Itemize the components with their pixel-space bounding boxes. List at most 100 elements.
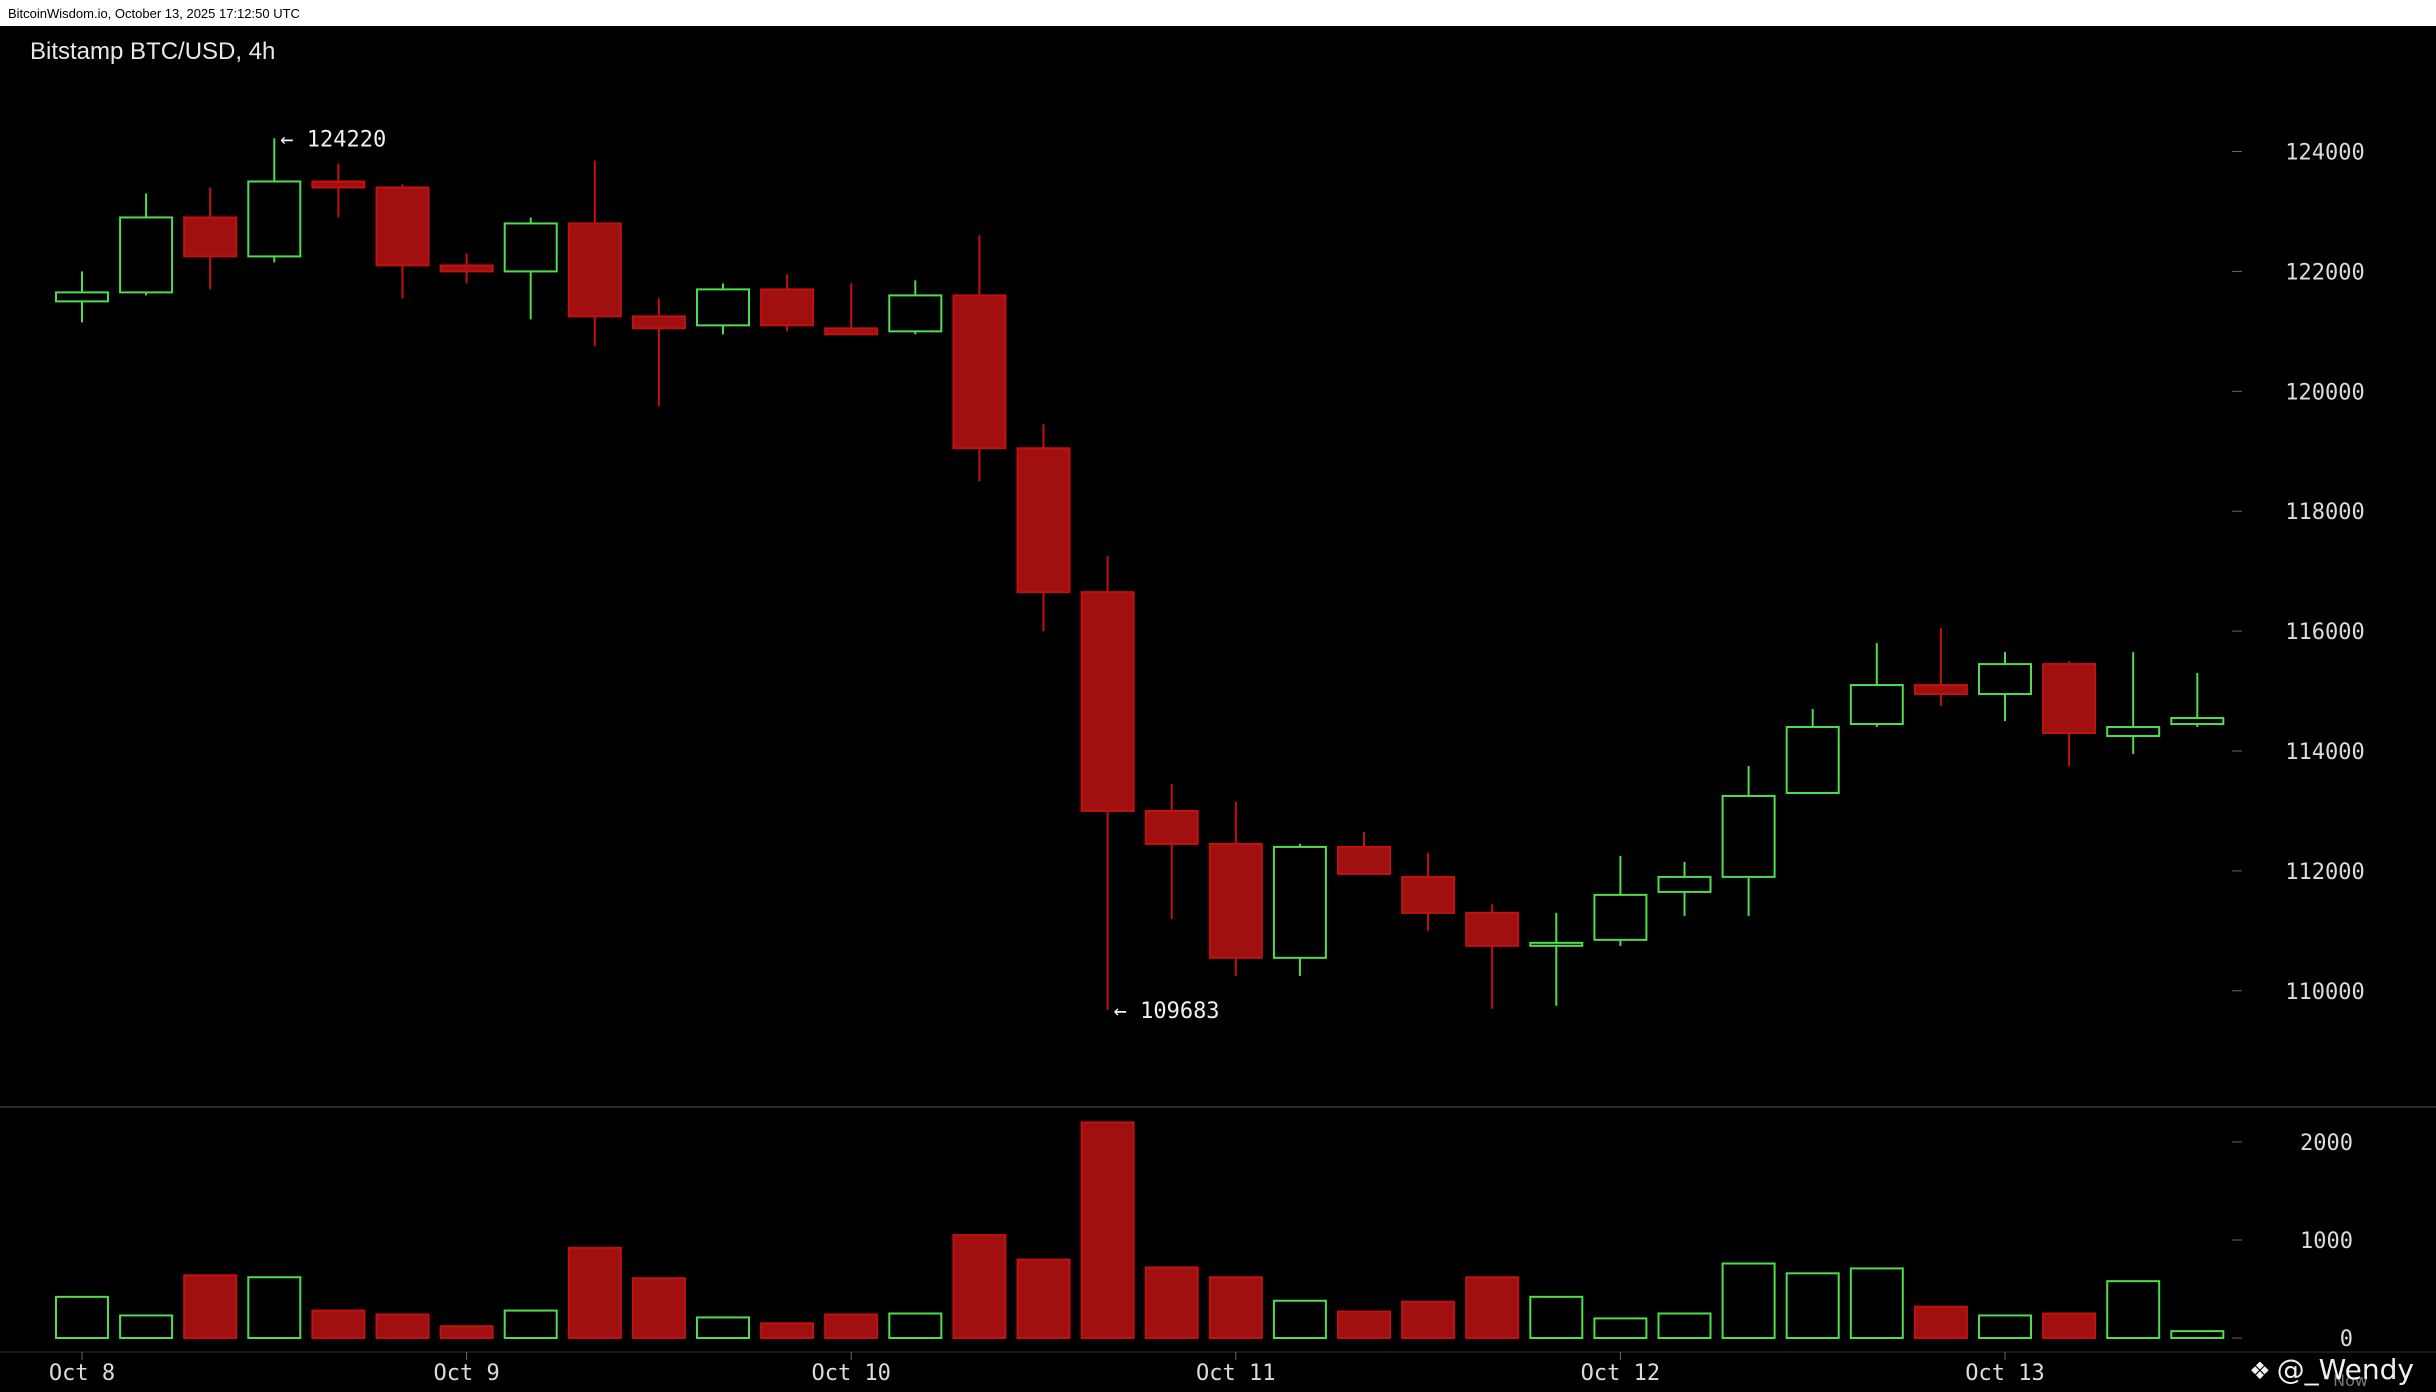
- volume-bar-11: [760, 1322, 815, 1340]
- candle-body: [1016, 447, 1071, 594]
- volume-bar-0: [55, 1295, 109, 1339]
- candle-21: [1401, 852, 1456, 931]
- volume-bar-26: [1721, 1262, 1776, 1340]
- chart-title: Bitstamp BTC/USD, 4h: [30, 38, 276, 65]
- candle-body: [1337, 845, 1391, 875]
- volume-bar-13: [888, 1312, 943, 1339]
- candle-19: [1272, 843, 1327, 976]
- candle-body: [1272, 845, 1327, 959]
- watermark-handle: @_Wendy: [2276, 1353, 2414, 1386]
- volume-bar-10: [696, 1316, 750, 1340]
- now-label: Now: [2333, 1371, 2368, 1390]
- volume-bar-24: [1593, 1317, 1648, 1340]
- candle-33: [2170, 673, 2225, 728]
- candle-body: [1593, 893, 1648, 941]
- candle-14: [952, 235, 1007, 482]
- source-bar: BitcoinWisdom.io, October 13, 2025 17:12…: [0, 0, 2436, 26]
- candle-body: [1401, 875, 1456, 914]
- volume-bar-25: [1657, 1312, 1712, 1339]
- candle-15: [1016, 424, 1071, 632]
- volume-bar-23: [1529, 1295, 1584, 1339]
- volume-bar-9: [631, 1277, 686, 1339]
- x-tick-label: Oct 11: [1196, 1361, 1275, 1386]
- candle-25: [1657, 861, 1712, 916]
- candle-20: [1337, 831, 1391, 875]
- x-tick-label: Oct 13: [1965, 1361, 2044, 1386]
- candle-1: [119, 193, 174, 296]
- candle-body: [439, 264, 494, 273]
- candle-18: [1208, 801, 1263, 976]
- candle-32: [2106, 652, 2161, 754]
- price-tick-label: 114000: [2285, 740, 2364, 765]
- watermark: ❖ @_Wendy: [2249, 1353, 2414, 1386]
- candle-26: [1721, 765, 1776, 916]
- volume-bar-31: [2042, 1312, 2097, 1339]
- volume-bar-15: [1016, 1258, 1071, 1339]
- candle-body: [696, 288, 750, 327]
- volume-bar-2: [183, 1274, 238, 1340]
- candle-body: [1529, 941, 1584, 947]
- candle-body: [2106, 726, 2161, 738]
- candle-0: [55, 271, 109, 323]
- candle-body: [1080, 591, 1135, 812]
- volume-bar-20: [1337, 1310, 1391, 1340]
- volume-tick-label: 0: [2340, 1327, 2353, 1352]
- price-tick-label: 112000: [2285, 860, 2364, 885]
- volume-bar-17: [1144, 1266, 1199, 1339]
- candle-body: [631, 315, 686, 330]
- candle-27: [1785, 709, 1840, 794]
- volume-bar-18: [1208, 1276, 1263, 1339]
- candle-body: [1721, 794, 1776, 878]
- extreme-annotation: ← 124220: [280, 127, 386, 152]
- candle-body: [1208, 842, 1263, 959]
- candle-body: [119, 216, 174, 294]
- price-tick-label: 118000: [2285, 500, 2364, 525]
- candle-body: [247, 180, 302, 258]
- candle-12: [824, 283, 879, 336]
- candle-body: [1978, 663, 2032, 696]
- candle-13: [888, 280, 943, 335]
- candle-4: [311, 163, 366, 218]
- candle-body: [311, 180, 366, 189]
- volume-bar-22: [1465, 1276, 1520, 1339]
- volume-bar-21: [1401, 1300, 1456, 1339]
- candle-7: [503, 217, 558, 320]
- extreme-annotation: ← 109683: [1114, 999, 1220, 1024]
- volume-bar-32: [2106, 1280, 2161, 1340]
- candle-body: [503, 222, 558, 273]
- candle-body: [1657, 875, 1712, 893]
- candle-body: [888, 294, 943, 333]
- candle-body: [55, 291, 109, 303]
- candle-10: [696, 283, 750, 335]
- candle-23: [1529, 912, 1584, 1006]
- source-text: BitcoinWisdom.io, October 13, 2025 17:12…: [8, 6, 300, 21]
- volume-bar-4: [311, 1309, 366, 1340]
- candle-body: [183, 216, 238, 258]
- volume-bar-29: [1913, 1305, 1968, 1340]
- x-tick-label: Oct 10: [811, 1361, 890, 1386]
- candle-5: [375, 184, 430, 299]
- volume-bar-19: [1272, 1299, 1327, 1340]
- volume-bar-27: [1785, 1272, 1840, 1339]
- candle-body: [2042, 663, 2097, 735]
- price-tick-label: 110000: [2285, 980, 2364, 1005]
- candle-body: [824, 327, 879, 336]
- price-tick-label: 122000: [2285, 260, 2364, 285]
- candle-3: [247, 138, 302, 263]
- candle-28: [1849, 643, 1904, 728]
- x-tick-label: Oct 9: [433, 1361, 499, 1386]
- candle-16: [1080, 556, 1135, 1010]
- candle-body: [1849, 684, 1904, 726]
- candle-24: [1593, 855, 1648, 946]
- x-tick-label: Oct 8: [49, 1361, 115, 1386]
- candle-6: [439, 253, 494, 284]
- volume-bar-16: [1080, 1121, 1135, 1340]
- candle-body: [2170, 717, 2225, 726]
- candle-body: [375, 186, 430, 267]
- volume-tick-label: 2000: [2300, 1131, 2353, 1156]
- candle-29: [1913, 628, 1968, 707]
- candle-31: [2042, 661, 2097, 766]
- x-tick-label: Oct 12: [1581, 1361, 1660, 1386]
- candle-body: [952, 294, 1007, 450]
